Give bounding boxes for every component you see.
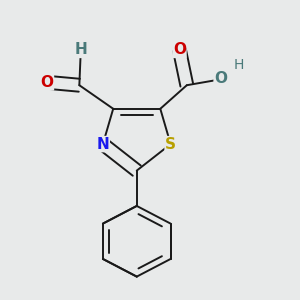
Text: H: H [233,58,244,72]
Text: N: N [97,136,109,152]
Text: O: O [40,75,53,90]
Text: S: S [165,136,176,152]
Text: O: O [173,42,186,57]
Text: H: H [74,42,87,57]
Text: O: O [214,71,227,86]
